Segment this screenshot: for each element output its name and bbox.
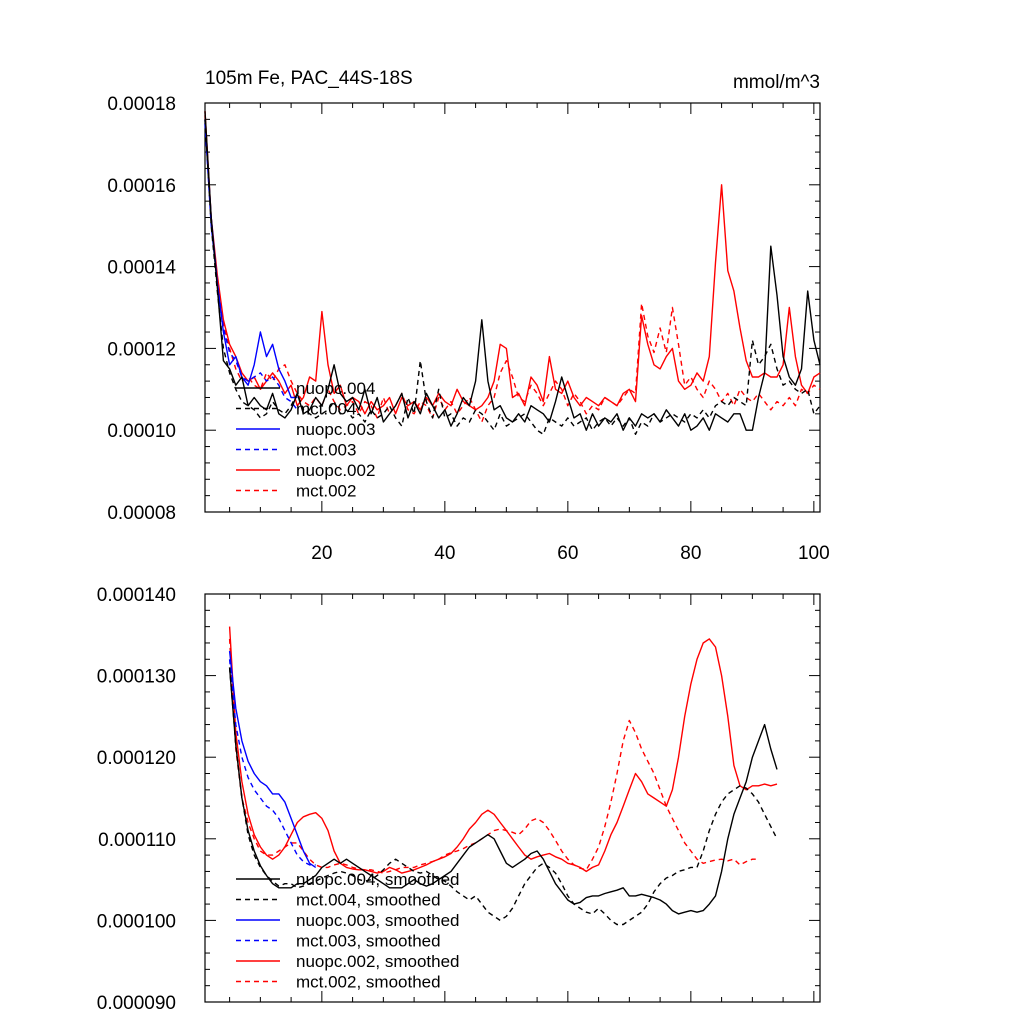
bottom-panel: 0.000090 0.000100 0.000110 0.000120 0.000130… xyxy=(97,585,821,1014)
y-tick-label: 0.000100 xyxy=(97,911,176,932)
y-tick-label: 0.00016 xyxy=(107,176,176,197)
legend-label: nuopc.002, smoothed xyxy=(296,952,460,971)
y-tick-label: 0.000130 xyxy=(97,667,176,688)
series-line xyxy=(228,659,316,866)
series-line xyxy=(228,651,317,868)
series-line xyxy=(228,626,778,874)
legend-label: mct.002 xyxy=(296,482,356,501)
series-line xyxy=(204,111,821,431)
y-tick-label: 0.00012 xyxy=(107,339,176,360)
units-label: mmol/m^3 xyxy=(733,72,820,93)
y-tick-label: 0.000120 xyxy=(97,748,176,769)
legend-label: nuopc.004 xyxy=(296,379,375,398)
y-tick-label: 0.00014 xyxy=(107,258,176,279)
series-line xyxy=(204,119,298,399)
y-tick-label: 0.00018 xyxy=(107,94,176,115)
legend-label: mct.003, smoothed xyxy=(296,932,441,951)
series-line xyxy=(228,667,778,915)
legend-label: mct.002, smoothed xyxy=(296,973,441,992)
x-tick-label: 80 xyxy=(680,543,701,564)
x-tick-label: 100 xyxy=(798,543,830,564)
legend-label: mct.004 xyxy=(296,400,356,419)
series-line xyxy=(204,115,821,423)
plot-frame xyxy=(204,593,821,1003)
y-tick-label: 0.00010 xyxy=(107,421,176,442)
y-tick-label: 0.000140 xyxy=(97,585,176,606)
series-line xyxy=(204,123,298,411)
series-line xyxy=(204,111,821,415)
legend-label: nuopc.003, smoothed xyxy=(296,911,460,930)
series-line xyxy=(228,638,759,874)
top-panel: 20 40 60 80 100 0.00008 0.00010 0.00012 0.00014 0… xyxy=(107,68,829,564)
plot-frame xyxy=(204,102,821,513)
legend-label: nuopc.004, smoothed xyxy=(296,870,460,889)
legend-label: nuopc.002 xyxy=(296,461,375,480)
y-tick-label: 0.00008 xyxy=(107,503,176,524)
x-tick-label: 20 xyxy=(311,543,332,564)
x-tick-label: 40 xyxy=(434,543,455,564)
legend-label: mct.004, smoothed xyxy=(296,891,441,910)
legend-label: mct.003 xyxy=(296,441,356,460)
y-tick-label: 0.000110 xyxy=(98,830,176,851)
x-tick-label: 60 xyxy=(557,543,578,564)
legend-label: nuopc.003 xyxy=(296,420,375,439)
series-line xyxy=(204,119,821,435)
y-tick-label: 0.000090 xyxy=(97,993,176,1014)
chart-title: 105m Fe, PAC_44S-18S xyxy=(205,68,413,89)
